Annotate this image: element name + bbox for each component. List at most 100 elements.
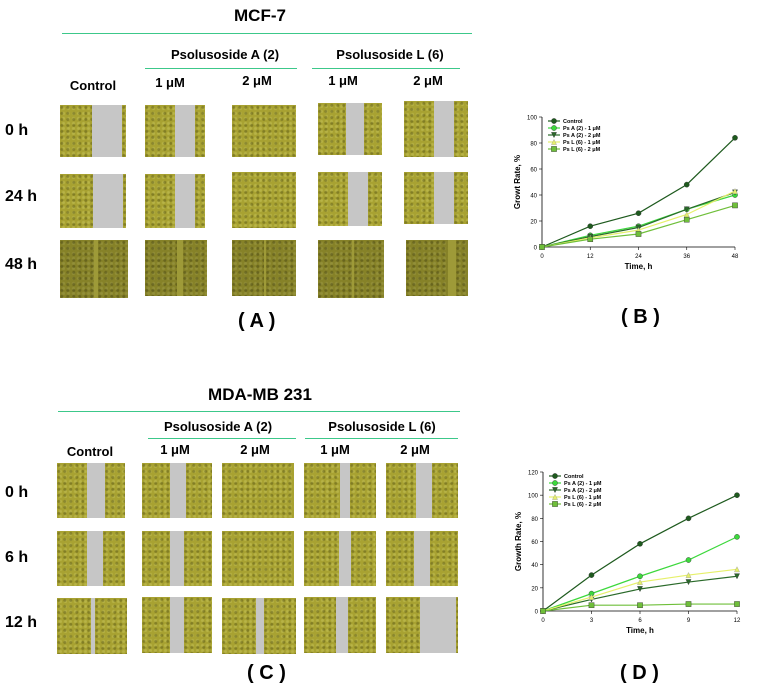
y-tick-label: 40 bbox=[531, 563, 538, 569]
panel-label-a: ( A ) bbox=[238, 310, 276, 332]
data-point bbox=[587, 236, 594, 243]
bottom-micrograph-2 bbox=[142, 463, 212, 518]
top-col-control: Control bbox=[69, 78, 117, 93]
data-point bbox=[732, 188, 738, 194]
mcf7-title: MCF-7 bbox=[234, 6, 286, 25]
legend-marker bbox=[552, 501, 558, 507]
bottom-micrograph-11 bbox=[57, 598, 127, 654]
data-point bbox=[635, 210, 642, 216]
data-point bbox=[734, 492, 740, 498]
legend-label: Ps A (2) - 2 μM bbox=[564, 488, 602, 494]
top-row-48h: 48 h bbox=[5, 256, 38, 273]
x-axis-label: Time, h bbox=[626, 626, 654, 635]
data-point bbox=[683, 216, 690, 223]
chart-b: 0 20 40 60 80 100 0 12 24 36 48 Time, h Growt Rate, … bbox=[513, 116, 739, 272]
data-point bbox=[637, 602, 643, 609]
x-tick-label: 24 bbox=[635, 254, 642, 260]
data-point bbox=[683, 206, 690, 213]
legend-marker bbox=[552, 480, 558, 486]
data-point bbox=[734, 573, 740, 580]
data-point bbox=[588, 572, 595, 578]
data-point bbox=[685, 557, 692, 563]
y-tick-label: 60 bbox=[530, 168, 537, 174]
bottom-micrograph-3 bbox=[222, 463, 294, 518]
data-point bbox=[734, 566, 740, 573]
legend-label: Control bbox=[564, 474, 584, 480]
x-tick-label: 12 bbox=[587, 254, 594, 260]
legend-marker bbox=[551, 118, 557, 124]
top-micrograph-12 bbox=[145, 240, 207, 296]
top-group-a-line bbox=[145, 68, 297, 69]
bottom-row-6h: 6 h bbox=[5, 549, 29, 566]
data-point bbox=[734, 534, 740, 540]
y-tick-label: 20 bbox=[531, 586, 538, 592]
bottom-col-l-1um: 1 μM bbox=[320, 442, 350, 457]
top-micrograph-4 bbox=[318, 103, 382, 155]
bottom-micrograph-4 bbox=[304, 463, 376, 518]
bottom-micrograph-13 bbox=[222, 598, 296, 654]
y-axis-label: Growt Rate, % bbox=[513, 155, 522, 209]
legend-label: Ps L (6) - 1 μM bbox=[564, 495, 602, 501]
y-tick-label: 0 bbox=[534, 246, 538, 252]
bottom-micrograph-15 bbox=[386, 597, 458, 653]
bottom-group-a-header: Psolusoside A (2) bbox=[163, 419, 273, 434]
top-micrograph-8 bbox=[232, 172, 296, 228]
top-micrograph-14 bbox=[318, 240, 384, 298]
x-tick-label: 36 bbox=[683, 254, 690, 260]
panel-label-b: ( B ) bbox=[621, 306, 660, 328]
data-point bbox=[588, 594, 595, 600]
bottom-micrograph-14 bbox=[304, 597, 376, 653]
legend-marker bbox=[552, 473, 558, 479]
series-line-1 bbox=[542, 494, 738, 612]
x-tick-label: 3 bbox=[590, 618, 594, 624]
y-tick-label: 80 bbox=[530, 142, 537, 148]
top-micrograph-5 bbox=[404, 101, 468, 157]
top-micrograph-6 bbox=[60, 174, 126, 228]
top-micrograph-2 bbox=[145, 105, 205, 157]
legend-label: Ps L (6) - 1 μM bbox=[563, 140, 601, 146]
top-micrograph-7 bbox=[145, 174, 205, 228]
x-tick-label: 9 bbox=[687, 618, 691, 624]
data-point bbox=[637, 573, 643, 580]
y-tick-label: 20 bbox=[530, 220, 537, 226]
legend-marker bbox=[551, 125, 557, 131]
data-point bbox=[683, 181, 690, 188]
y-tick-label: 120 bbox=[528, 471, 539, 477]
legend-label: Ps A (2) - 1 μM bbox=[563, 126, 601, 132]
y-tick-label: 100 bbox=[527, 116, 538, 122]
x-tick-label: 48 bbox=[732, 254, 739, 260]
chart-d: 0 20 40 60 80 100 120 0 3 6 9 12 Time, h Growth Rate,… bbox=[514, 471, 741, 636]
top-micrograph-13 bbox=[232, 240, 296, 296]
data-point bbox=[734, 601, 740, 607]
bottom-row-12h: 12 h bbox=[5, 614, 38, 631]
top-micrograph-15 bbox=[406, 240, 468, 296]
top-col-a-1um: 1 μM bbox=[155, 75, 185, 90]
x-tick-label: 12 bbox=[734, 618, 741, 624]
top-micrograph-3 bbox=[232, 105, 296, 157]
top-group-l-header: Psolusoside L (6) bbox=[336, 47, 444, 62]
panel-label-d: ( D ) bbox=[620, 662, 659, 684]
mda-title-line bbox=[58, 411, 460, 412]
data-point bbox=[685, 572, 692, 578]
top-micrograph-9 bbox=[318, 172, 382, 226]
data-point bbox=[637, 541, 643, 547]
legend-label: Ps L (6) - 2 μM bbox=[564, 502, 602, 508]
data-point bbox=[587, 223, 594, 229]
legend-marker bbox=[551, 146, 557, 152]
bottom-micrograph-7 bbox=[142, 531, 212, 586]
legend-label: Ps L (6) - 2 μM bbox=[563, 147, 601, 153]
top-col-l-1um: 1 μM bbox=[328, 73, 358, 88]
y-axis-label: Growth Rate, % bbox=[514, 512, 523, 571]
legend-marker bbox=[551, 138, 557, 145]
x-axis-label: Time, h bbox=[625, 262, 653, 271]
top-group-l-line bbox=[312, 68, 460, 69]
legend-marker bbox=[552, 487, 558, 494]
bottom-micrograph-1 bbox=[57, 463, 125, 518]
top-micrograph-1 bbox=[60, 105, 126, 157]
data-point bbox=[685, 579, 692, 586]
data-point bbox=[635, 231, 642, 237]
data-point bbox=[685, 601, 692, 607]
data-point bbox=[588, 602, 595, 609]
data-point bbox=[637, 586, 643, 593]
bottom-col-control: Control bbox=[66, 444, 114, 459]
